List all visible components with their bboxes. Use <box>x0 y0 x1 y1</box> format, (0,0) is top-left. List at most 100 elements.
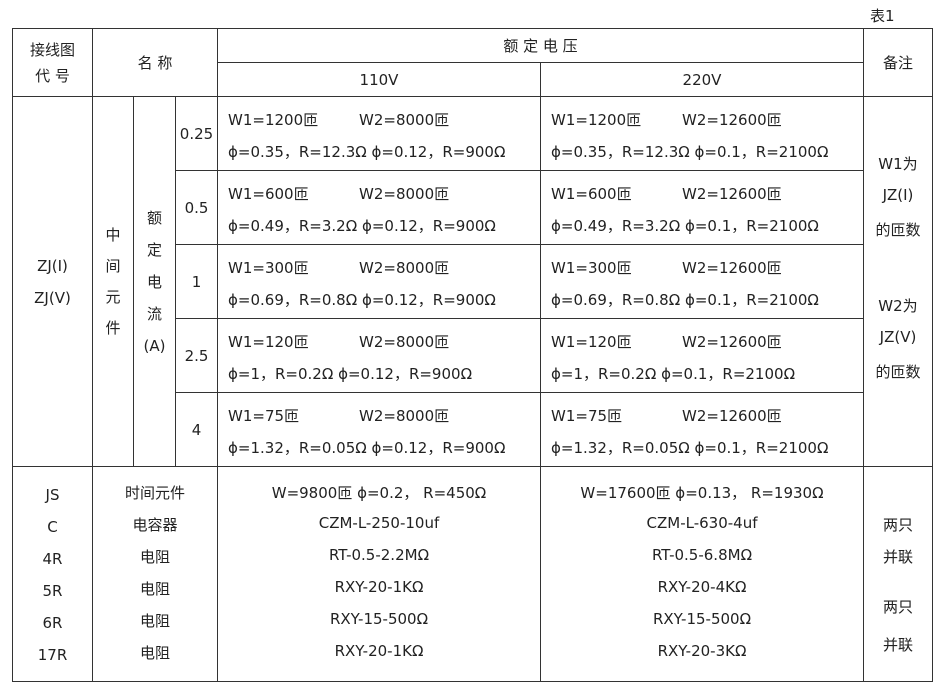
bottom-names-line: 时间元件 <box>124 484 185 502</box>
bottom-v110-line: RT-0.5-2.2MΩ <box>328 546 430 564</box>
bottom-codes-line: JS <box>45 486 60 504</box>
header-rated-voltage: 额 定 电 压 <box>217 28 864 63</box>
remark-line: JZ(I) <box>882 186 914 204</box>
bottom-codes-line: C <box>47 518 58 536</box>
remark-line: W2为 <box>878 297 918 315</box>
zj-element-char: 元 <box>105 287 121 306</box>
bottom-remarks-line: 两只 <box>882 598 913 616</box>
remark-line: 的匝数 <box>875 221 921 239</box>
remark-line: 的匝数 <box>875 363 921 381</box>
phi-r-values: ϕ=1.32，R=0.05Ω ϕ=0.12，R=900Ω <box>228 439 506 457</box>
w1-value: W1=75匝 <box>228 407 300 425</box>
zj-current-label: 额定电流 (A) <box>133 96 176 467</box>
v110-cell: W1=300匝 W2=8000匝 ϕ=0.69，R=0.8Ω ϕ=0.12，R=90… <box>217 244 541 319</box>
v110-cell: W1=1200匝 W2=8000匝 ϕ=0.35，R=12.3Ω ϕ=0.12，R=… <box>217 96 541 171</box>
w1-value: W1=600匝 <box>228 185 309 203</box>
bottom-codes: JS C 4R 5R 6R 17R <box>12 466 93 682</box>
w2-value: W2=12600匝 <box>682 185 782 203</box>
w2-value: W2=12600匝 <box>682 111 782 129</box>
w1-value: W1=300匝 <box>228 259 309 277</box>
bottom-remarks: 两只 并联 两只 并联 <box>863 466 933 682</box>
phi-r-values: ϕ=0.69，R=0.8Ω ϕ=0.1，R=2100Ω <box>551 291 819 309</box>
bottom-v220-line: RT-0.5-6.8MΩ <box>651 546 753 564</box>
bottom-110v: W=9800匝 ϕ=0.2， R=450Ω CZM-L-250-10uf RT-0.… <box>217 466 541 682</box>
current-value: 0.5 <box>175 170 218 245</box>
bottom-names: 时间元件 电容器 电阻 电阻 电阻 电阻 <box>92 466 218 682</box>
zj-element-char: 间 <box>105 256 121 275</box>
bottom-names-line: 电阻 <box>139 612 170 630</box>
zj-current-char: 额 <box>146 208 162 227</box>
w1-value: W1=75匝 <box>551 407 623 425</box>
bottom-v110-line: W=9800匝 ϕ=0.2， R=450Ω <box>271 484 487 502</box>
zj-element-char: 件 <box>105 318 121 337</box>
phi-r-values: ϕ=0.35，R=12.3Ω ϕ=0.1，R=2100Ω <box>551 143 829 161</box>
v220-cell: W1=1200匝 W2=12600匝 ϕ=0.35，R=12.3Ω ϕ=0.1，R=… <box>540 96 864 171</box>
bottom-codes-line: 5R <box>42 582 63 600</box>
zj-codes: ZJ(I) ZJ(V) <box>12 96 93 467</box>
bottom-v220-line: CZM-L-630-4uf <box>646 514 758 532</box>
zj-element-char: 中 <box>105 225 121 244</box>
v110-cell: W1=600匝 W2=8000匝 ϕ=0.49，R=3.2Ω ϕ=0.12，R=90… <box>217 170 541 245</box>
bottom-v220-line: RXY-20-4KΩ <box>657 578 747 596</box>
table-caption: 表1 <box>870 7 895 25</box>
w2-value: W2=8000匝 <box>359 333 450 351</box>
w2-value: W2=12600匝 <box>682 333 782 351</box>
bottom-codes-line: 6R <box>42 614 63 632</box>
w1-value: W1=300匝 <box>551 259 632 277</box>
w2-value: W2=12600匝 <box>682 407 782 425</box>
phi-r-values: ϕ=0.35，R=12.3Ω ϕ=0.12，R=900Ω <box>228 143 506 161</box>
remark-line: JZ(V) <box>879 328 917 346</box>
header-name: 名 称 <box>92 28 218 97</box>
header-code-line2: 代 号 <box>35 66 70 85</box>
v110-cell: W1=75匝 W2=8000匝 ϕ=1.32，R=0.05Ω ϕ=0.12，R=90… <box>217 392 541 467</box>
header-code: 接线图代 号 <box>12 28 93 97</box>
w2-value: W2=8000匝 <box>359 111 450 129</box>
v220-cell: W1=600匝 W2=12600匝 ϕ=0.49，R=3.2Ω ϕ=0.1，R=21… <box>540 170 864 245</box>
header-code-line1: 接线图 <box>29 40 75 59</box>
bottom-names-line: 电容器 <box>132 516 178 534</box>
phi-r-values: ϕ=0.49，R=3.2Ω ϕ=0.1，R=2100Ω <box>551 217 819 235</box>
v220-cell: W1=120匝 W2=12600匝 ϕ=1，R=0.2Ω ϕ=0.1，R=2100Ω <box>540 318 864 393</box>
w1-value: W1=600匝 <box>551 185 632 203</box>
zj-current-char: 流 <box>146 304 162 323</box>
w1-value: W1=1200匝 <box>551 111 642 129</box>
current-value: 1 <box>175 244 218 319</box>
bottom-remarks-line: 并联 <box>882 548 913 566</box>
current-value: 2.5 <box>175 318 218 393</box>
phi-r-values: ϕ=1，R=0.2Ω ϕ=0.12，R=900Ω <box>228 365 473 383</box>
header-remark: 备注 <box>863 28 933 97</box>
bottom-names-line: 电阻 <box>139 644 170 662</box>
phi-r-values: ϕ=1，R=0.2Ω ϕ=0.1，R=2100Ω <box>551 365 796 383</box>
v220-cell: W1=300匝 W2=12600匝 ϕ=0.69，R=0.8Ω ϕ=0.1，R=21… <box>540 244 864 319</box>
spec-table: 接线图代 号 名 称 额 定 电 压 备注 110V 220V ZJ(I) ZJ(… <box>12 28 933 682</box>
bottom-v220-line: RXY-15-500Ω <box>652 610 752 628</box>
w2-value: W2=8000匝 <box>359 259 450 277</box>
w1-value: W1=1200匝 <box>228 111 319 129</box>
phi-r-values: ϕ=0.49，R=3.2Ω ϕ=0.12，R=900Ω <box>228 217 496 235</box>
zj-current-char: 定 <box>146 240 162 259</box>
w1-value: W1=120匝 <box>551 333 632 351</box>
bottom-v110-line: RXY-20-1KΩ <box>334 578 424 596</box>
bottom-220v: W=17600匝 ϕ=0.13， R=1930Ω CZM-L-630-4uf RT-… <box>540 466 864 682</box>
remark-line: W1为 <box>878 155 918 173</box>
v110-cell: W1=120匝 W2=8000匝 ϕ=1，R=0.2Ω ϕ=0.12，R=900Ω <box>217 318 541 393</box>
zj-current-char: (A) <box>143 336 166 355</box>
bottom-names-line: 电阻 <box>139 580 170 598</box>
bottom-names-line: 电阻 <box>139 548 170 566</box>
bottom-remarks-line: 两只 <box>882 516 913 534</box>
header-220v: 220V <box>540 62 864 97</box>
v220-cell: W1=75匝 W2=12600匝 ϕ=1.32，R=0.05Ω ϕ=0.1，R=21… <box>540 392 864 467</box>
zj-element-label: 中间元件 <box>92 96 134 467</box>
bottom-remarks-line: 并联 <box>882 636 913 654</box>
zj-code: ZJ(V) <box>34 288 71 307</box>
w2-value: W2=12600匝 <box>682 259 782 277</box>
bottom-v110-line: RXY-15-500Ω <box>329 610 429 628</box>
bottom-v110-line: RXY-20-1KΩ <box>334 642 424 660</box>
w1-value: W1=120匝 <box>228 333 309 351</box>
bottom-v220-line: W=17600匝 ϕ=0.13， R=1930Ω <box>580 484 824 502</box>
phi-r-values: ϕ=1.32，R=0.05Ω ϕ=0.1，R=2100Ω <box>551 439 829 457</box>
zj-current-char: 电 <box>146 272 162 291</box>
current-value: 0.25 <box>175 96 218 171</box>
bottom-codes-line: 4R <box>42 550 63 568</box>
w2-value: W2=8000匝 <box>359 407 450 425</box>
